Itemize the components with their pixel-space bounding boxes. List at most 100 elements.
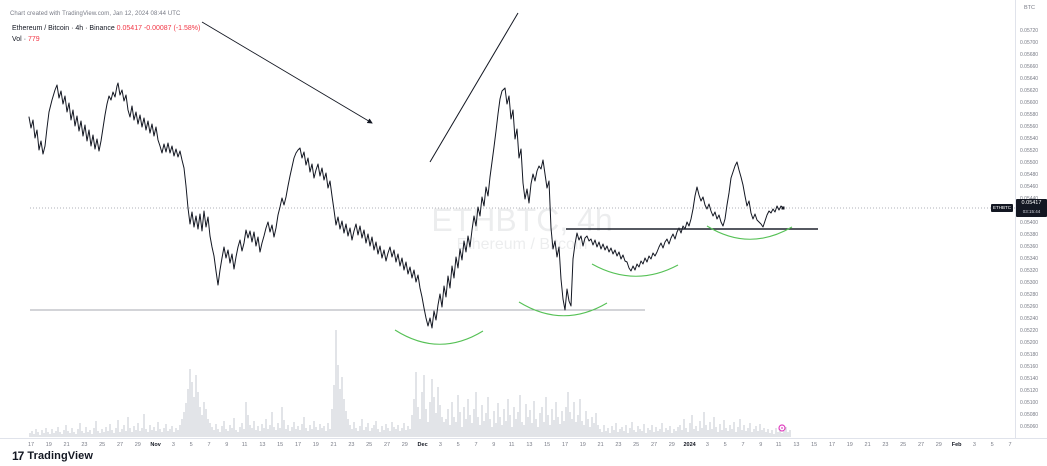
volume-bar <box>567 392 569 437</box>
volume-bar <box>51 429 53 437</box>
volume-bar <box>231 428 233 437</box>
volume-bar <box>531 423 533 437</box>
volume-bar <box>351 429 353 437</box>
volume-bar <box>185 403 187 437</box>
volume-bar <box>291 427 293 437</box>
volume-bar <box>635 432 637 437</box>
down-arrow[interactable] <box>201 21 373 124</box>
volume-bar <box>547 415 549 437</box>
volume-bar <box>383 430 385 437</box>
price-axis-label: 0.05180 <box>1020 352 1039 358</box>
higher-low-arc[interactable] <box>394 329 484 345</box>
time-axis-label: 3 <box>171 442 175 448</box>
volume-bar <box>219 432 221 437</box>
volume-bar <box>483 421 485 437</box>
up-trendline[interactable] <box>429 12 519 163</box>
price-axis-label: 0.05640 <box>1020 76 1039 82</box>
volume-bar <box>327 423 329 437</box>
volume-indicator-label[interactable]: Vol <box>12 36 22 43</box>
symbol-tag: ETHBTC <box>991 204 1013 212</box>
volume-bar <box>617 432 619 437</box>
volume-bar <box>649 430 651 437</box>
volume-bar <box>157 422 159 437</box>
price-axis-label: 0.05560 <box>1020 124 1039 130</box>
legend-symbol-title[interactable]: Ethereum / Bitcoin · 4h · Binance <box>12 25 115 32</box>
time-axis-label: 3 <box>972 442 976 448</box>
time-axis-label: 7 <box>207 442 211 448</box>
volume-bar <box>269 425 271 437</box>
volume-bar <box>517 412 519 437</box>
time-axis-label: 9 <box>225 442 229 448</box>
higher-low-arc[interactable] <box>706 225 793 240</box>
volume-bar <box>273 427 275 437</box>
volume-bar <box>687 432 689 437</box>
time-axis-label: 27 <box>116 442 124 448</box>
price-axis-label: 0.05540 <box>1020 136 1039 142</box>
volume-bar <box>369 431 371 437</box>
volume-bar <box>205 409 207 437</box>
volume-bar <box>751 432 753 437</box>
volume-bar <box>673 429 675 437</box>
higher-low-arc[interactable] <box>518 301 608 317</box>
volume-bar <box>359 426 361 437</box>
volume-bar <box>735 432 737 437</box>
volume-bar <box>35 429 37 437</box>
volume-bar <box>341 377 343 437</box>
volume-bar <box>323 426 325 437</box>
volume-bar <box>625 425 627 437</box>
volume-bar <box>125 431 127 437</box>
volume-bar <box>187 389 189 437</box>
volume-bar <box>183 412 185 437</box>
volume-bar <box>773 434 775 437</box>
volume-bar <box>599 429 601 437</box>
volume-bar <box>779 429 781 437</box>
time-axis-label: Dec <box>417 442 428 448</box>
time-axis[interactable]: 17 19 21 23 25 27 29 Nov 3 5 7 9 11 13 15 17 19 21 23 25 27 2… <box>0 438 1047 466</box>
tradingview-logo[interactable]: 17 TradingView <box>12 449 93 463</box>
volume-bar <box>419 419 421 437</box>
price-axis[interactable]: BTC 0.05720 0.05700 0.05680 0.05660 0.05640 0… <box>1015 0 1047 466</box>
higher-lows-arcs[interactable] <box>394 225 793 345</box>
volume-bar <box>147 432 149 437</box>
volume-bar <box>575 422 577 437</box>
volume-bar <box>169 429 171 437</box>
higher-low-arc[interactable] <box>591 263 679 277</box>
volume-bar <box>619 429 621 437</box>
time-axis-label: Nov <box>150 442 161 448</box>
volume-bar <box>155 431 157 437</box>
volume-bar <box>691 415 693 437</box>
volume-bar <box>695 426 697 437</box>
volume-bar <box>427 422 429 437</box>
volume-bar <box>541 407 543 437</box>
volume-bar <box>295 429 297 437</box>
volume-bar <box>721 430 723 437</box>
volume-bar <box>545 397 547 437</box>
volume-bar <box>153 427 155 437</box>
volume-bar <box>447 409 449 437</box>
volume-bar <box>603 425 605 437</box>
legend-symbol-row[interactable]: Ethereum / Bitcoin · 4h · Binance 0.0541… <box>12 25 200 32</box>
price-line[interactable] <box>28 82 784 329</box>
volume-bar <box>91 434 93 437</box>
volume-bar <box>397 425 399 437</box>
price-axis-label: 0.05340 <box>1020 256 1039 262</box>
price-scale-unit-label[interactable]: BTC <box>1024 5 1035 11</box>
volume-bar <box>503 409 505 437</box>
volume-bar <box>701 428 703 437</box>
volume-bar <box>711 429 713 437</box>
volume-bar <box>189 369 191 437</box>
volume-bar <box>343 399 345 437</box>
time-axis-label: 25 <box>366 442 373 448</box>
last-price-tag-value: 0.05417 <box>1021 200 1042 206</box>
volume-bar <box>401 428 403 437</box>
volume-bar <box>527 417 529 437</box>
pink-marker[interactable] <box>778 424 786 432</box>
legend-volume-row[interactable]: Vol · 779 <box>12 36 40 43</box>
volume-bar <box>469 415 471 437</box>
volume-bar <box>105 427 107 437</box>
volume-bar <box>537 427 539 437</box>
chart-plot-area[interactable] <box>0 0 1015 452</box>
volume-bar <box>597 425 599 437</box>
volume-bar <box>769 433 771 437</box>
volume-bar <box>473 409 475 437</box>
